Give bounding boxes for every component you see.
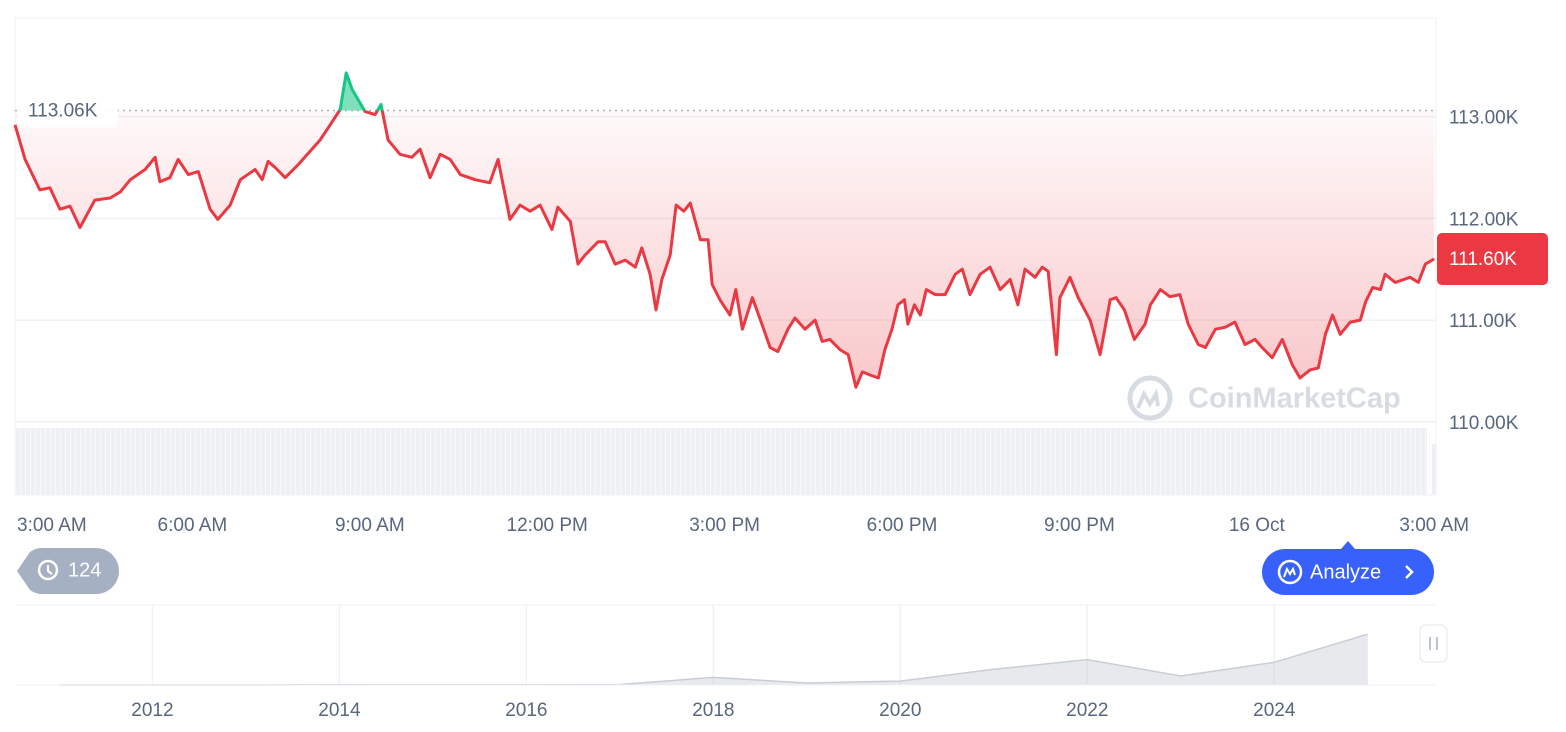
badge-shape[interactable] <box>17 548 120 594</box>
x-tick-label: 3:00 PM <box>689 515 760 536</box>
x-tick-label: 12:00 PM <box>507 515 588 536</box>
reference-label: 113.06K <box>28 101 98 122</box>
navigator-area-shading <box>58 634 1368 685</box>
watermark-logo <box>1136 388 1160 409</box>
volume-band <box>15 428 1427 495</box>
button-chevron <box>1405 565 1414 579</box>
y-tick-label: 111.00K <box>1449 311 1517 332</box>
clock-icon <box>46 565 53 575</box>
x-tick-label: 3:00 AM <box>17 515 87 536</box>
navigator: 2012 2014 2016 2018 2020 2022 2024 <box>15 605 1436 721</box>
line-layer <box>13 71 1436 389</box>
x-tick-label: 2012 <box>131 700 173 721</box>
button-label[interactable]: Analyze <box>1310 561 1381 583</box>
x-tick-label: 6:00 AM <box>158 515 228 536</box>
x-tick-label: 9:00 PM <box>1044 515 1115 536</box>
x-tick-label: 2016 <box>505 700 547 721</box>
button-icon <box>1277 559 1303 585</box>
button-shape[interactable] <box>1262 549 1434 595</box>
y-tick-label: 110.00K <box>1449 413 1519 434</box>
navigator-handle[interactable] <box>1419 624 1448 663</box>
button-caret <box>1341 541 1355 549</box>
clock-icon <box>37 559 59 581</box>
x-tick-label: 2014 <box>318 700 361 721</box>
x-tick-label: 6:00 PM <box>867 515 938 536</box>
area-shading <box>15 72 1435 388</box>
button-icon <box>1283 566 1296 578</box>
watermark-logo <box>1127 375 1173 421</box>
y-tick-label: 113.00K <box>1449 108 1519 129</box>
analyze-button[interactable]: Analyze <box>1262 541 1434 595</box>
volume-band <box>1432 444 1436 495</box>
reference-label-box <box>18 93 118 128</box>
x-tick-label: 2020 <box>879 700 921 721</box>
watermark-text: CoinMarketCap <box>1188 383 1401 415</box>
y-tick-label: 112.00K <box>1449 209 1519 230</box>
current-price-label: 111.60K <box>1449 249 1517 270</box>
x-tick-label: 16 Oct <box>1229 515 1286 536</box>
x-tick-label: 3:00 AM <box>1399 515 1469 536</box>
x-tick-label: 2022 <box>1066 700 1108 721</box>
watermark: CoinMarketCap <box>1127 375 1401 421</box>
handle-shape[interactable] <box>1419 624 1448 663</box>
badge-count: 124 <box>68 559 101 581</box>
x-tick-label: 2018 <box>692 700 734 721</box>
x-tick-label: 9:00 AM <box>335 515 405 536</box>
history-badge[interactable]: 124 <box>17 548 120 594</box>
area-layer <box>15 72 1435 388</box>
price-line <box>13 71 1435 389</box>
current-price-tag <box>1437 233 1548 286</box>
label-layer: 110.00K 111.00K 112.00K 113.00K 3:00 AM 6:00 … <box>17 93 1548 536</box>
x-tick-label: 2024 <box>1253 700 1296 721</box>
